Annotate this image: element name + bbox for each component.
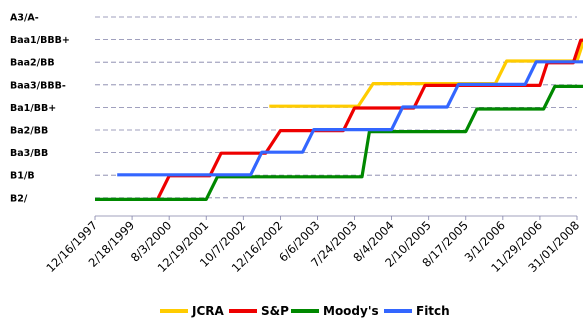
series-line-moodys bbox=[95, 84, 583, 201]
y-axis: B2/B1/B Ba3/BB Ba2/BB Ba1/BB+ Baa3/BBB- Baa2/… bbox=[10, 13, 70, 205]
y-tick-label: B1/B bbox=[10, 171, 35, 182]
legend: JCRA S&P Moody's Fitch bbox=[160, 304, 450, 318]
x-axis: 12/16/19972/18/19998/3/200012/19/200110/… bbox=[43, 215, 582, 275]
series-lines bbox=[95, 37, 583, 201]
y-tick-label: Baa3/BBB- bbox=[10, 80, 66, 91]
series-line-fitch bbox=[117, 60, 583, 177]
y-tick-label: Ba3/BB bbox=[10, 148, 48, 159]
y-tick-label: Ba1/BB+ bbox=[10, 103, 56, 114]
y-tick-label: Baa1/BBB+ bbox=[10, 35, 70, 46]
legend-label: Moody's bbox=[323, 304, 379, 318]
legend-label: JCRA bbox=[191, 304, 225, 318]
y-tick-label: A3/A- bbox=[10, 13, 39, 24]
legend-label: Fitch bbox=[416, 304, 450, 318]
y-tick-label: B2/ bbox=[10, 193, 28, 204]
y-tick-label: Ba2/BB bbox=[10, 126, 48, 137]
legend-label: S&P bbox=[261, 304, 289, 318]
y-tick-label: Baa2/BB bbox=[10, 58, 55, 69]
series-line-jcra bbox=[269, 37, 583, 108]
